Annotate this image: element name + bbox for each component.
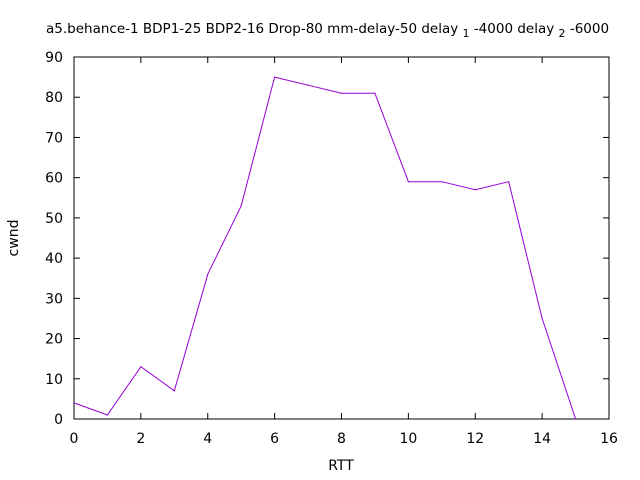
y-tick-label: 20 [45, 332, 63, 348]
data-point [173, 390, 175, 392]
data-point [307, 84, 309, 86]
data-point [73, 402, 75, 404]
y-tick-label: 30 [45, 291, 63, 307]
y-tick-label: 60 [45, 171, 63, 187]
y-tick-label: 90 [45, 50, 63, 66]
y-tick-label: 80 [45, 90, 63, 106]
data-point [207, 273, 209, 275]
x-tick-label: 2 [136, 431, 145, 447]
y-axis-label: cwnd [6, 220, 22, 257]
data-point [106, 414, 109, 416]
series-layer [73, 76, 577, 420]
data-point [140, 366, 142, 368]
chart-title-sub2: 2 [559, 27, 566, 40]
data-point [541, 317, 543, 320]
y-tick-label: 70 [45, 130, 63, 146]
y-tick-label: 10 [45, 372, 63, 388]
data-point [441, 181, 443, 183]
y-axis-ticks: 0 10 20 30 40 50 60 70 80 90 [45, 50, 609, 428]
x-axis-label: RTT [328, 458, 354, 474]
data-point [340, 92, 343, 94]
plot-frame [73, 56, 610, 420]
x-tick-label: 0 [70, 431, 79, 447]
x-tick-label: 4 [203, 431, 212, 447]
x-tick-label: 12 [466, 431, 484, 447]
x-tick-label: 14 [533, 431, 551, 447]
y-tick-label: 50 [45, 211, 63, 227]
x-tick-label: 8 [337, 431, 346, 447]
x-tick-label: 16 [600, 431, 618, 447]
chart-title-main: a5.behance-1 BDP1-25 BDP2-16 Drop-80 mm-… [46, 21, 458, 37]
data-point [407, 181, 409, 183]
data-point [240, 205, 242, 207]
y-tick-label: 40 [45, 251, 63, 267]
x-axis-ticks: 0 2 4 6 8 10 12 14 16 [70, 57, 618, 447]
data-point [574, 418, 577, 420]
x-tick-label: 10 [399, 431, 417, 447]
chart-title: a5.behance-1 BDP1-25 BDP2-16 Drop-80 mm-… [46, 21, 609, 41]
data-point [474, 189, 476, 191]
data-point [274, 76, 276, 78]
x-tick-label: 6 [270, 431, 279, 447]
chart-title-end: -6000 [570, 21, 609, 37]
series-line [73, 76, 577, 420]
data-point [374, 92, 376, 94]
y-tick-label: 0 [54, 412, 63, 428]
chart-title-mid: -4000 delay [474, 21, 554, 37]
data-point [508, 181, 510, 183]
chart-title-sub1: 1 [463, 27, 470, 40]
